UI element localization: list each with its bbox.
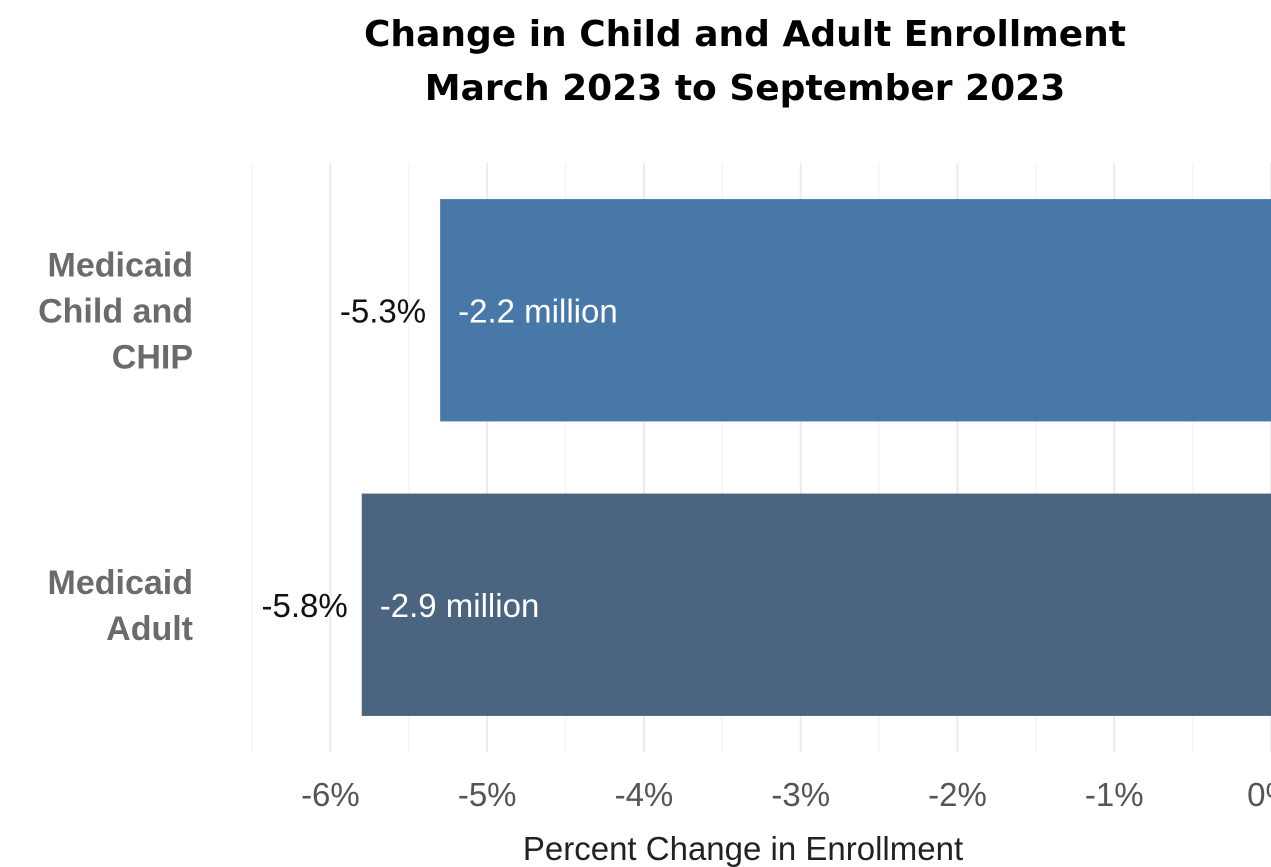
x-tick-label: -2% (928, 776, 987, 813)
category-label-line: Child and (38, 292, 193, 330)
x-tick-label: -3% (771, 776, 830, 813)
bar-count-label: -2.2 million (458, 292, 618, 329)
category-label-line: Medicaid (48, 246, 193, 284)
x-tick-label: -4% (615, 776, 674, 813)
category-label-line: Adult (106, 610, 193, 648)
bar (361, 493, 1271, 716)
x-tick-label: -6% (301, 776, 360, 813)
chart-subtitle: March 2023 to September 2023 (424, 68, 1066, 109)
chart-title: Change in Child and Adult Enrollment (364, 14, 1126, 55)
bar (440, 199, 1271, 422)
x-tick-label: 0% (1247, 776, 1271, 813)
category-label-line: CHIP (112, 338, 193, 376)
bar-value-label: -5.8% (262, 587, 348, 624)
x-tick-label: -5% (458, 776, 517, 813)
chart-title-block: Change in Child and Adult Enrollment Mar… (0, 8, 1271, 116)
x-tick-label: -1% (1085, 776, 1144, 813)
x-axis-title: Percent Change in Enrollment (523, 830, 963, 867)
category-label-line: Medicaid (48, 564, 193, 602)
bar-value-label: -5.3% (340, 292, 426, 329)
bar-count-label: -2.9 million (380, 587, 540, 624)
